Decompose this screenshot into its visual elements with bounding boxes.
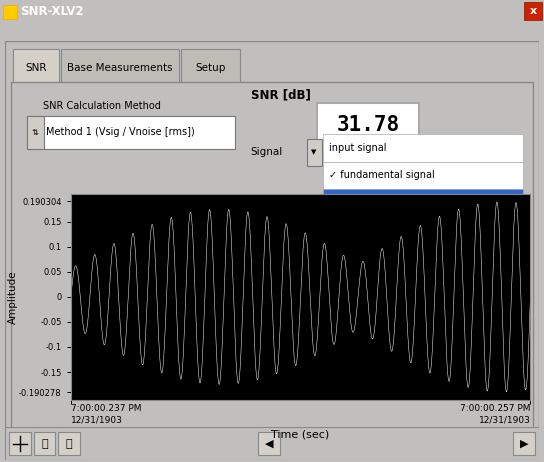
Bar	[58, 432, 80, 456]
Bar	[524, 2, 542, 20]
Bar	[323, 188, 523, 216]
Text: Time (sec): Time (sec)	[271, 430, 330, 440]
Bar	[27, 116, 234, 149]
Text: SNR Calculation Method: SNR Calculation Method	[43, 102, 160, 111]
Bar	[181, 49, 240, 86]
Bar	[34, 432, 55, 456]
Bar	[14, 49, 59, 86]
Bar	[9, 432, 31, 456]
Bar	[317, 103, 418, 147]
Bar	[258, 432, 280, 456]
Bar	[3, 5, 17, 19]
Text: SNR [dB]: SNR [dB]	[251, 88, 311, 101]
Bar	[513, 432, 535, 456]
Bar	[307, 139, 322, 166]
Text: Setup: Setup	[195, 63, 226, 73]
Text: ✋: ✋	[66, 438, 72, 449]
Text: residual signal: residual signal	[329, 197, 400, 207]
Text: ▼: ▼	[311, 149, 317, 155]
Text: input signal: input signal	[329, 143, 387, 153]
Text: 7:00:00.257 PM
12/31/1903: 7:00:00.257 PM 12/31/1903	[460, 404, 530, 425]
Bar	[323, 162, 523, 188]
Text: Signal: Signal	[251, 147, 283, 157]
Bar	[11, 82, 533, 449]
Text: Base Measurements: Base Measurements	[67, 63, 173, 73]
Bar	[323, 134, 523, 162]
Text: 7:00:00.237 PM
12/31/1903: 7:00:00.237 PM 12/31/1903	[71, 404, 141, 425]
Text: SNR-XLV2: SNR-XLV2	[20, 5, 84, 18]
Bar	[27, 116, 44, 149]
Text: Method 1 (Vsig / Vnoise [rms]): Method 1 (Vsig / Vnoise [rms])	[46, 128, 195, 137]
Text: ▶: ▶	[520, 438, 528, 449]
Text: ⇅: ⇅	[32, 128, 39, 137]
Text: x: x	[529, 6, 536, 16]
Text: 🔍: 🔍	[41, 438, 48, 449]
Text: 31.78: 31.78	[336, 115, 399, 135]
Bar	[61, 49, 178, 86]
Text: ✓ fundamental signal: ✓ fundamental signal	[329, 170, 435, 180]
Text: SNR: SNR	[26, 63, 47, 73]
Y-axis label: Amplitude: Amplitude	[8, 270, 17, 324]
Text: ◀: ◀	[265, 438, 273, 449]
